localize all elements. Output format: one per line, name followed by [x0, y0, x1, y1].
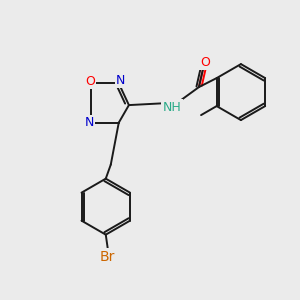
Text: O: O — [200, 56, 210, 69]
Text: NH: NH — [163, 100, 181, 114]
Text: N: N — [116, 74, 125, 87]
Text: N: N — [85, 116, 94, 129]
Text: Br: Br — [100, 250, 116, 264]
Text: O: O — [85, 75, 95, 88]
